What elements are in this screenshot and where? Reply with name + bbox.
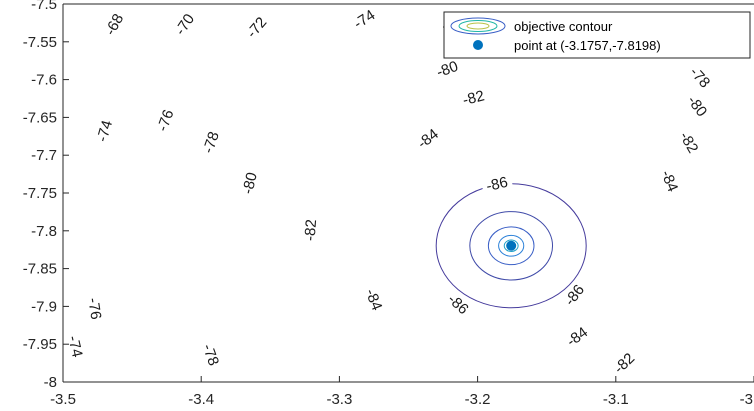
contour-label-bg	[681, 88, 714, 124]
contour-label: -78	[200, 129, 223, 155]
contour-label-bg	[237, 166, 262, 200]
legend-contour-swatch	[466, 22, 490, 30]
contour-label: -74	[64, 334, 85, 359]
contour-label-bg	[683, 60, 717, 95]
y-tick-label: -8	[44, 374, 57, 391]
axes: -7.5 -7.55 -7.6 -7.65 -7.7 -7.75 -7.8 -7.85 -7.9…	[23, 0, 754, 408]
contour-label: -76	[84, 297, 104, 321]
legend-contour-swatch	[458, 20, 498, 32]
contour-level-neg84	[469, 211, 554, 281]
contour-label: -80	[239, 171, 261, 196]
contour-label-bg	[98, 6, 130, 42]
contour-label-bg	[558, 277, 591, 313]
contour-label: -82	[302, 219, 321, 242]
y-tick-label: -7.6	[31, 72, 57, 89]
contour-label: -84	[657, 168, 681, 195]
contour-level-neg80	[498, 234, 525, 257]
legend: objective contour point at (-3.1757,-7.81…	[443, 11, 751, 59]
contour-label: -82	[461, 87, 486, 109]
contour-label: -86	[485, 174, 510, 195]
x-tick-label: -3.1	[603, 391, 629, 408]
contour-label-bg	[480, 171, 514, 197]
y-tick-label: -7.8	[31, 223, 57, 240]
contour-label-bg	[239, 10, 274, 45]
contour-labels: -68-70-72-74-76-78-80-82-84-86-74-76-78-…	[63, 4, 717, 380]
x-tick-label: -3.4	[188, 391, 214, 408]
x-tick-label: -3	[740, 391, 753, 408]
contour-label: -78	[199, 342, 222, 368]
y-tick-label: -7.65	[23, 109, 57, 126]
legend-contour-swatch	[450, 17, 506, 35]
legend-label-point: point at (-3.1757,-7.8198)	[514, 38, 661, 53]
contour-label-bg	[168, 6, 201, 42]
contour-label-bg	[83, 292, 106, 325]
contour-label-bg	[673, 124, 705, 160]
contour-label-bg	[607, 346, 642, 380]
contour-level-neg82	[487, 226, 535, 266]
y-tick-label: -7.5	[31, 0, 57, 13]
contour-label-bg	[197, 337, 225, 372]
x-tick-label: -3.2	[465, 391, 491, 408]
y-tick-label: -7.75	[23, 185, 57, 202]
contour-label-bg	[346, 4, 382, 35]
minimum-point	[506, 240, 517, 251]
y-tick-label: -7.85	[23, 261, 57, 278]
contour-label-bg	[430, 55, 465, 83]
y-tick-label: -7.9	[31, 298, 57, 315]
y-tick-label: -7.55	[23, 34, 57, 51]
contour-label-bg	[655, 163, 684, 199]
contour-label-bg	[63, 329, 88, 364]
legend-point-swatch	[473, 40, 483, 50]
contour-level-neg78	[503, 239, 519, 253]
contour-label-bg	[360, 282, 388, 317]
contour-label-bg	[197, 125, 225, 160]
contour-label-bg	[441, 287, 476, 321]
x-tick-label: -3.5	[50, 391, 76, 408]
x-tick-label: -3.3	[326, 391, 352, 408]
contour-label-bg	[91, 114, 118, 148]
contour-label-bg	[151, 103, 179, 138]
contour-label: -74	[94, 118, 116, 143]
contour-label-bg	[559, 320, 595, 353]
contour-label-bg	[456, 85, 491, 111]
center-point	[506, 240, 517, 251]
contour-label: -76	[154, 108, 177, 134]
contour-label-bg	[410, 122, 446, 155]
contour-label: -84	[362, 287, 386, 313]
legend-label-contour: objective contour	[514, 19, 613, 34]
y-tick-label: -7.7	[31, 147, 57, 164]
contour-label-bg	[300, 214, 321, 246]
y-tick-label: -7.95	[23, 336, 57, 353]
contour-label: -80	[434, 58, 460, 81]
